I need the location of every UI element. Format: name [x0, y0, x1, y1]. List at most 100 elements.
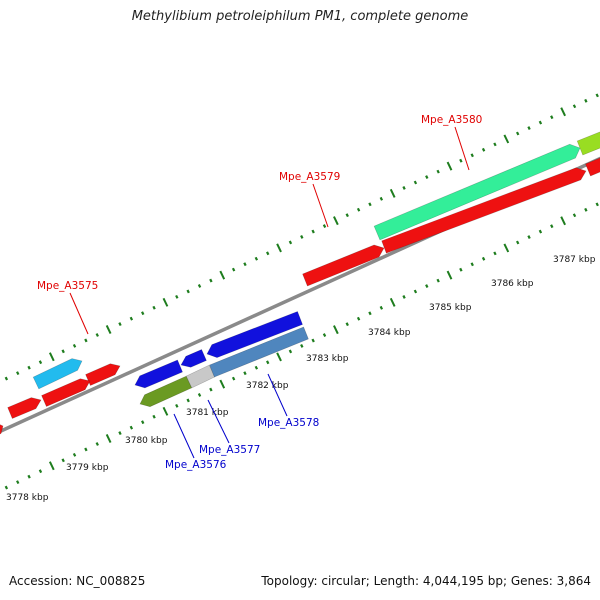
inner-tick: [4, 485, 9, 490]
outer-tick: [129, 316, 134, 321]
topology-text: Topology: circular; Length: 4,044,195 bp…: [261, 574, 591, 588]
inner-tick: [560, 216, 566, 226]
outer-tick: [322, 224, 327, 228]
inner-tick: [84, 447, 88, 452]
gene-red: [85, 363, 121, 386]
inner-tick: [413, 289, 418, 294]
outer-tick-track: [4, 93, 599, 381]
outer-tick: [333, 216, 339, 226]
outer-tick: [105, 325, 112, 335]
inner-tick: [16, 480, 20, 485]
scale-label: 3783 kbp: [306, 354, 349, 364]
outer-tick: [311, 229, 315, 234]
inner-tick: [322, 333, 327, 337]
callout-line: [69, 292, 89, 335]
inner-tick: [152, 414, 156, 419]
callout-line: [454, 126, 470, 171]
inner-tick: [288, 349, 293, 354]
gene-red: [0, 424, 4, 435]
gene-red: [585, 157, 600, 177]
inner-tick: [459, 267, 463, 272]
outer-tick: [141, 311, 145, 316]
inner-tick: [515, 240, 520, 245]
outer-tick: [186, 289, 190, 294]
outer-tick: [175, 294, 179, 299]
scale-label: 3782 kbp: [246, 381, 289, 391]
inner-tick: [402, 295, 406, 299]
outer-tick: [572, 104, 577, 109]
gene-blue-Mpe_A3576: [134, 359, 183, 389]
outer-tick: [231, 267, 236, 272]
scale-label: 3779 kbp: [66, 463, 109, 473]
outer-tick: [300, 235, 304, 239]
outer-tick: [162, 297, 169, 307]
inner-tick: [425, 284, 429, 288]
outer-tick: [197, 284, 202, 288]
outer-tick: [219, 270, 226, 280]
inner-tick: [446, 270, 453, 280]
gene-blue: [206, 311, 303, 358]
inner-tick: [493, 251, 497, 256]
inner-tick: [105, 434, 112, 444]
inner-tick: [209, 387, 213, 392]
inner-tick: [389, 297, 396, 307]
inner-tick: [503, 243, 510, 253]
scale-label: 3780 kbp: [125, 436, 168, 446]
gene-label-Mpe_A3580: Mpe_A3580: [421, 114, 482, 126]
outer-tick: [243, 262, 247, 267]
gene-red: [41, 378, 91, 407]
inner-tick: [266, 360, 270, 365]
inner-tick: [48, 461, 55, 471]
gene-callout-group: Mpe_A3575 Mpe_A3579 Mpe_A3580 Mpe_A3576 Mpe_…: [37, 114, 482, 471]
inner-tick: [595, 202, 599, 207]
gene-lime: [576, 131, 600, 156]
inner-tick: [379, 305, 384, 310]
outer-tick: [209, 278, 213, 283]
outer-tick: [425, 175, 429, 179]
inner-tick: [186, 398, 190, 403]
outer-tick: [550, 115, 554, 120]
inner-tick: [470, 262, 474, 267]
inner-tick: [356, 316, 361, 321]
outer-tick: [493, 142, 497, 147]
outer-tick: [118, 322, 122, 327]
inner-tick: [38, 469, 43, 474]
outer-tick: [27, 365, 31, 370]
accession-text: Accession: NC_008825: [9, 574, 146, 588]
gene-label-Mpe_A3576: Mpe_A3576: [165, 459, 227, 471]
inner-tick: [345, 322, 349, 327]
callout-line: [312, 183, 329, 228]
inner-tick: [72, 452, 77, 457]
inner-tick: [300, 344, 304, 348]
gene-cyan-Mpe_A3575: [32, 358, 83, 390]
outer-tick: [459, 158, 463, 163]
inner-tick: [311, 338, 315, 343]
inner-tick: [254, 365, 259, 370]
outer-tick: [276, 243, 282, 253]
outer-tick: [389, 188, 396, 198]
outer-tick: [288, 240, 293, 245]
outer-tick: [48, 352, 55, 362]
gene-red-Mpe_A3579: [302, 244, 385, 287]
inner-tick-track: [4, 202, 599, 490]
inner-tick: [219, 379, 226, 389]
inner-tick: [27, 474, 31, 479]
scale-label: 3785 kbp: [429, 303, 472, 313]
outer-tick: [595, 93, 599, 98]
outer-tick: [470, 153, 474, 158]
scale-label: 3781 kbp: [186, 408, 229, 418]
outer-tick: [584, 98, 588, 103]
outer-tick: [436, 169, 440, 174]
outer-tick: [515, 131, 520, 136]
map-title: Methylibium petroleiphilum PM1, complete…: [131, 9, 469, 24]
outer-tick: [538, 120, 543, 125]
outer-tick: [413, 180, 418, 185]
inner-tick: [175, 403, 179, 408]
outer-tick: [16, 371, 20, 376]
callout-line: [173, 413, 195, 459]
outer-tick: [254, 256, 259, 261]
inner-tick: [141, 420, 145, 425]
inner-tick: [481, 256, 486, 261]
gene-steel-Mpe_A3578: [209, 326, 309, 378]
